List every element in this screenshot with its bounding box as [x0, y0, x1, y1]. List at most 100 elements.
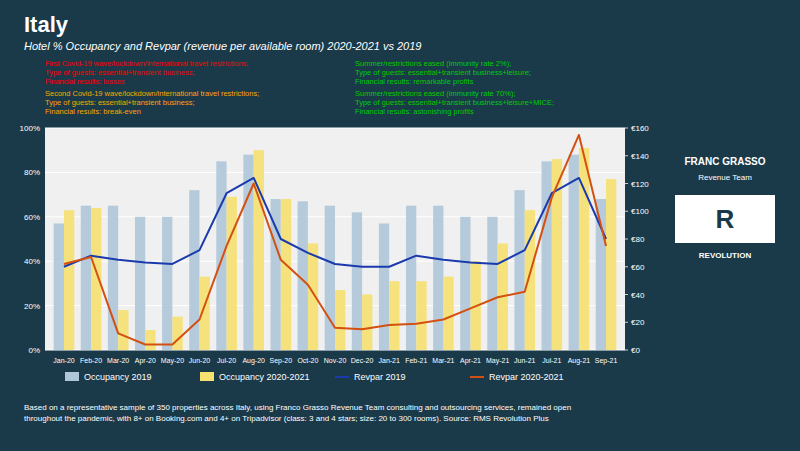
x-tick-label: Mar-20 [107, 357, 129, 364]
bar [416, 281, 426, 350]
x-tick-label: Jan-20 [53, 357, 75, 364]
background [0, 0, 800, 451]
annotation: Summer/restrictions eased (immunity rate… [355, 89, 554, 116]
bar [162, 217, 172, 350]
grid-line [45, 172, 625, 173]
bar [172, 317, 182, 350]
annotation: Second Covid-19 wave/lockdown/internatio… [45, 89, 259, 116]
legend-swatch [335, 376, 349, 378]
bar [325, 206, 335, 350]
x-tick-label: Jul-20 [217, 357, 236, 364]
bar [281, 199, 291, 350]
legend-label: Occupancy 2019 [84, 372, 152, 382]
y2-tick [625, 155, 628, 156]
x-tick-label: May-20 [161, 357, 184, 365]
bar [460, 217, 470, 350]
y2-tick [625, 239, 628, 240]
y2-tick-label: €160 [631, 124, 649, 133]
bar [227, 197, 237, 350]
text-line: Type of guests: essential+transient busi… [45, 98, 194, 107]
text-line: Financial results: losses [45, 77, 125, 86]
bar [308, 243, 318, 350]
bar [443, 277, 453, 350]
y2-tick [625, 322, 628, 323]
x-tick-label: Apr-21 [460, 357, 481, 365]
text-line: Type of guests: essential+transient busi… [355, 98, 554, 107]
plot-area [45, 128, 625, 350]
legend-swatch [470, 376, 484, 378]
bar [64, 210, 74, 350]
line [64, 135, 606, 345]
legend-swatch [200, 372, 214, 381]
footer: Based on a representative sample of 350 … [24, 403, 571, 423]
bar [54, 223, 64, 350]
text-line: throughout the pandemic, with 8+ on Book… [24, 414, 549, 423]
x-tick-label: Aug-21 [568, 357, 591, 365]
bar [579, 148, 589, 350]
text-line: Type of guests: essential+transient busi… [45, 68, 194, 77]
text-line: Financial results: remarkable profits [355, 77, 474, 86]
logo-text: REVOLUTION [699, 251, 752, 260]
text-line: Summer/restrictions eased (immunity rate… [355, 59, 511, 68]
logo-text: FRANC GRASSO [684, 156, 765, 167]
legend-label: Revpar 2019 [354, 372, 406, 382]
annotation: First Covid-19 wave/lockdown/internation… [45, 59, 248, 86]
logo-text: R [716, 204, 735, 234]
bar [389, 281, 399, 350]
x-tick-label: Oct-20 [297, 357, 318, 364]
y2-tick-label: €60 [631, 263, 645, 272]
bar [406, 206, 416, 350]
subtitle: Hotel % Occupancy and Revpar (revenue pe… [24, 40, 421, 52]
bar [379, 223, 389, 350]
text-line: Financial results: break-even [45, 107, 141, 116]
logo-text: Revenue Team [698, 173, 752, 182]
y2-tick-label: €0 [631, 346, 640, 355]
x-tick-label: Aug-20 [242, 357, 265, 365]
y2-tick [625, 350, 628, 351]
y-tick-label: 40% [24, 257, 40, 266]
text-line: Type of guests: essential+transient busi… [355, 68, 531, 77]
y2-tick [625, 211, 628, 212]
x-tick-label: Mar-21 [432, 357, 454, 364]
x-tick-label: Jul-21 [542, 357, 561, 364]
x-tick-label: Dec-20 [351, 357, 374, 364]
bar [606, 179, 616, 350]
bar [487, 217, 497, 350]
line [64, 178, 606, 267]
y2-tick [625, 128, 628, 129]
bar [514, 190, 524, 350]
y2-tick-label: €140 [631, 152, 649, 161]
x-tick-label: Jan-21 [379, 357, 401, 364]
title: Italy [24, 12, 69, 37]
bar [189, 190, 199, 350]
text-line: First Covid-19 wave/lockdown/internation… [45, 59, 248, 68]
x-tick-label: Feb-21 [405, 357, 427, 364]
text-line: Financial results: astonishing profits [355, 107, 474, 116]
x-tick-label: Nov-20 [324, 357, 347, 364]
legend-label: Revpar 2020-2021 [489, 372, 564, 382]
y2-tick-label: €40 [631, 291, 645, 300]
legend-swatch [65, 372, 79, 381]
x-tick-label: May-21 [486, 357, 509, 365]
y-tick-label: 80% [24, 168, 40, 177]
x-tick-label: Sep-21 [595, 357, 618, 365]
legend-label: Occupancy 2020-2021 [219, 372, 310, 382]
bar [362, 295, 372, 351]
logo-box [675, 195, 775, 243]
text-line: Second Covid-19 wave/lockdown/internatio… [45, 89, 259, 98]
y2-tick [625, 266, 628, 267]
x-tick-label: Feb-20 [80, 357, 102, 364]
bar [135, 217, 145, 350]
bar [542, 161, 552, 350]
bar [81, 206, 91, 350]
chart: Italy Hotel % Occupancy and Revpar (reven… [0, 0, 800, 451]
y-tick-label: 60% [24, 213, 40, 222]
x-tick-label: Apr-20 [135, 357, 156, 365]
bar [145, 330, 155, 350]
grid-line [45, 128, 625, 129]
x-tick-label: Jun-21 [514, 357, 536, 364]
bar [335, 290, 345, 350]
y2-tick-label: €20 [631, 318, 645, 327]
x-tick-label: Sep-20 [270, 357, 293, 365]
text-line: Summer/restrictions eased (immunity rate… [355, 89, 515, 98]
